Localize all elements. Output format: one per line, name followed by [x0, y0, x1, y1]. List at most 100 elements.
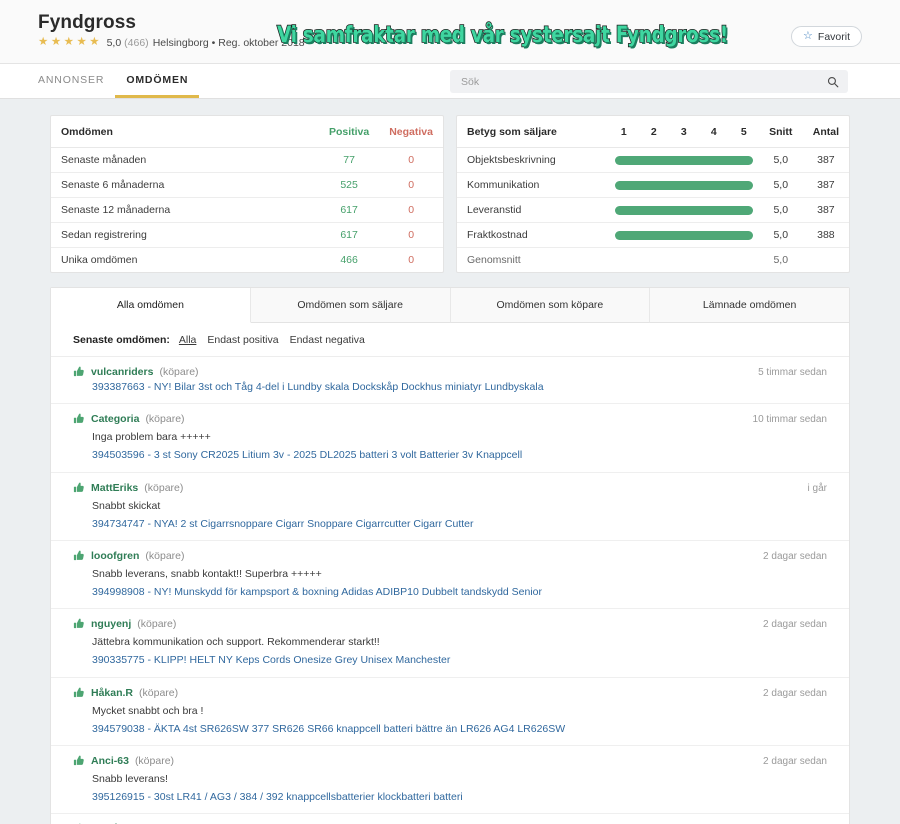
- review-role: (köpare): [144, 481, 184, 494]
- rating-bar: [608, 147, 759, 173]
- thumbs-up-icon: [73, 687, 85, 699]
- review-item-link[interactable]: 393387663 - NY! Bilar 3st och Tåg 4-del …: [92, 381, 544, 393]
- search-bar[interactable]: [450, 70, 848, 93]
- review-tab-0[interactable]: Alla omdömen: [51, 288, 251, 323]
- review-item: Håkan.R (köpare) 2 dagar sedan Mycket snabb…: [51, 678, 849, 746]
- rating-avg: 5,0: [758, 222, 803, 248]
- review-item-link[interactable]: 394503596 - 3 st Sony CR2025 Litium 3v -…: [92, 449, 523, 462]
- summary-cards: Omdömen Positiva Negativa Senaste månade…: [50, 115, 850, 273]
- main-nav: ANNONSER OMDÖMEN: [0, 64, 900, 99]
- review-item: nguyenj (köpare) 2 dagar sedan Jättebra kom…: [51, 609, 849, 678]
- review-subfilter: Senaste omdömen: Alla Endast positiva Enda…: [51, 323, 849, 357]
- review-role: (köpare): [159, 366, 199, 378]
- subfilter-option-0[interactable]: Alla: [178, 334, 197, 346]
- review-item: lundåsa(köpare)3 dagar sedan395580975 - …: [51, 814, 849, 824]
- review-time: i går: [807, 482, 827, 494]
- col-antal: Antal: [802, 116, 849, 148]
- review-username[interactable]: nguyenj: [91, 618, 132, 631]
- review-header: nguyenj (köpare): [73, 618, 827, 630]
- review-item-link[interactable]: 390335775 - KLIPP! HELT NY Keps Cords On…: [92, 654, 451, 667]
- review-username[interactable]: looofgren: [91, 549, 140, 562]
- scale-5: 5: [728, 116, 759, 148]
- review-time: 5 timmar sedan: [758, 367, 827, 378]
- overall-label: Genomsnitt: [467, 254, 521, 266]
- review-username[interactable]: Categoria: [91, 413, 140, 426]
- rating-count: 387: [802, 147, 849, 173]
- summary-negative: 0: [379, 197, 443, 223]
- rating-label: Kommunikation: [457, 172, 609, 198]
- summary-positive: 466: [340, 254, 358, 266]
- rating-bar: [608, 197, 759, 223]
- reviews-summary-card: Omdömen Positiva Negativa Senaste månade…: [50, 115, 444, 273]
- review-comment: Snabb leverans, snabb kontakt!! Superbra…: [92, 567, 322, 580]
- rating-count: (466): [124, 37, 149, 49]
- overall-avg: 5,0: [773, 254, 789, 266]
- scale-3: 3: [668, 116, 699, 148]
- review-item-link[interactable]: 394998908 - NY! Munskydd för kampsport &…: [92, 586, 543, 599]
- review-tab-3[interactable]: Lämnade omdömen: [650, 288, 849, 323]
- shop-location: Helsingborg • Reg. oktober 2018: [152, 37, 305, 49]
- rating-label: Leveranstid: [457, 197, 609, 223]
- nav-tab-annonser[interactable]: ANNONSER: [38, 73, 105, 86]
- thumbs-up-icon: [73, 366, 85, 378]
- review-username[interactable]: MattEriks: [91, 481, 139, 494]
- review-username[interactable]: Håkan.R: [91, 686, 134, 699]
- star-icon: ★: [76, 36, 87, 49]
- scale-4: 4: [698, 116, 729, 148]
- review-item: Anci-63 (köpare) 2 dagar sedan Snabb levera…: [51, 746, 849, 815]
- review-item: Categoria (köpare) 10 timmar sedan Inga pro…: [51, 404, 849, 473]
- thumbs-up-icon: [73, 482, 85, 494]
- overall-count: [803, 248, 849, 273]
- subfilter-option-1[interactable]: Endast positiva: [207, 334, 279, 346]
- table-row: Sedan registrering 617 0: [51, 222, 443, 248]
- review-time: 2 dagar sedan: [763, 550, 827, 562]
- scale-1: 1: [608, 116, 639, 148]
- favorite-button[interactable]: ☆ Favorit: [791, 26, 862, 47]
- search-icon[interactable]: [827, 76, 839, 88]
- review-role: (köpare): [145, 413, 185, 426]
- review-item: MattEriks (köpare) i går Snabbt skickat 3947…: [51, 473, 849, 541]
- review-username[interactable]: vulcanriders: [91, 366, 154, 378]
- thumbs-up-icon: [73, 755, 85, 767]
- star-icon: ★: [38, 36, 49, 49]
- col-snitt: Snitt: [758, 116, 803, 148]
- summary-positive: 617: [318, 197, 380, 223]
- promo-banner: Vi samfraktar med vår systersajt Fyndgro…: [276, 22, 729, 49]
- subfilter-option-2[interactable]: Endast negativa: [289, 334, 365, 346]
- review-username[interactable]: Anci-63: [91, 754, 129, 767]
- rating-bar: [608, 222, 759, 248]
- review-comment: Snabbt skickat: [92, 499, 161, 512]
- review-item-link[interactable]: 394579038 - ÄKTA 4st SR626SW 377 SR626 S…: [92, 722, 566, 735]
- star-icon: ★: [63, 36, 74, 49]
- summary-negative: 0: [408, 254, 415, 266]
- main-content: Omdömen Positiva Negativa Senaste månade…: [0, 99, 900, 824]
- review-item: vulcanriders (köpare) 5 timmar sedan 393387…: [51, 357, 849, 405]
- review-time: 10 timmar sedan: [752, 414, 827, 426]
- table-row-overall: Genomsnitt 5,0: [457, 248, 849, 273]
- rating-avg: 5,0: [758, 172, 803, 198]
- review-header: MattEriks (köpare): [73, 482, 827, 494]
- review-tab-1[interactable]: Omdömen som säljare: [250, 288, 451, 323]
- summary-negative: 0: [379, 172, 443, 198]
- review-tab-2[interactable]: Omdömen som köpare: [450, 288, 651, 323]
- star-icon: ★: [89, 36, 100, 49]
- star-rating: ★ ★ ★ ★ ★: [38, 37, 100, 49]
- review-role: (köpare): [134, 754, 175, 767]
- review-item-link[interactable]: 395126915 - 30st LR41 / AG3 / 384 / 392 …: [92, 791, 463, 804]
- review-header: Categoria (köpare): [73, 413, 827, 425]
- nav-tab-omdömen[interactable]: OMDÖMEN: [115, 64, 200, 98]
- col-positiva: Positiva: [318, 116, 380, 148]
- search-input[interactable]: [459, 74, 827, 89]
- reviews-summary-table: Omdömen Positiva Negativa Senaste månade…: [51, 116, 443, 272]
- col-negativa: Negativa: [379, 116, 443, 148]
- table-row: Senaste månaden 77 0: [51, 147, 443, 173]
- summary-positive: 77: [318, 147, 380, 173]
- review-list: vulcanriders (köpare) 5 timmar sedan 393387…: [51, 357, 849, 824]
- review-item-link[interactable]: 394734747 - NYA! 2 st Cigarrsnoppare Cig…: [92, 517, 474, 530]
- review-comment: Snabb leverans!: [92, 772, 168, 785]
- review-role: (köpare): [137, 618, 177, 631]
- shop-header: Fyndgross ★ ★ ★ ★ ★ 5,0 (466) Helsingborg • …: [0, 0, 900, 64]
- summary-positive: 525: [318, 172, 380, 198]
- rating-value: 5,0: [106, 37, 122, 49]
- table-row: Kommunikation 5,0 387: [457, 172, 849, 198]
